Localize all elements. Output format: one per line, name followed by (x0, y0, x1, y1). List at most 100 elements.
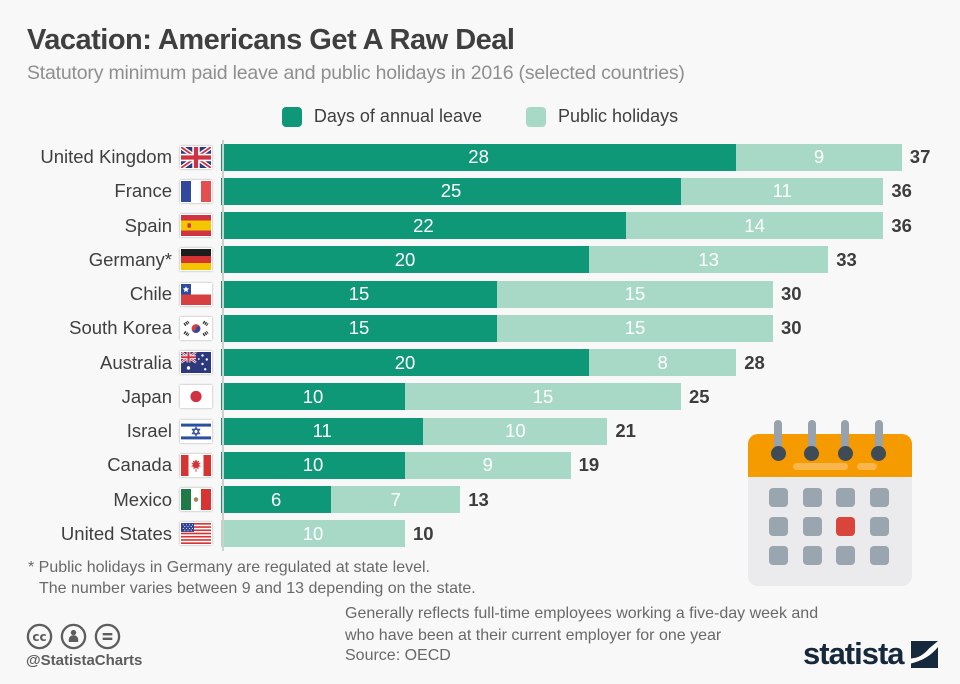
country-row: Canada 10 9 19 (0, 448, 960, 482)
annual-leave-value: 15 (348, 317, 370, 339)
flag-mx-icon (180, 488, 212, 512)
bar-track: 10 15 25 (221, 383, 960, 411)
calendar-pin (837, 420, 853, 461)
calendar-header-decoration (857, 463, 877, 470)
public-holidays-value: 7 (390, 488, 401, 510)
total-value: 25 (689, 385, 710, 407)
calendar-cell (869, 488, 889, 507)
chart-rows: United Kingdom 28 9 37 France 25 11 36 S… (0, 140, 960, 551)
annual-leave-bar: 28 (221, 143, 737, 171)
annual-leave-bar: 20 (221, 349, 589, 377)
country-label: Japan (121, 385, 172, 407)
annual-leave-value: 25 (440, 180, 462, 202)
total-value: 30 (781, 283, 802, 305)
country-row: United Kingdom 28 9 37 (0, 140, 960, 174)
public-holidays-value: 9 (813, 146, 825, 168)
country-label: Spain (124, 214, 172, 236)
public-holidays-bar: 10 (423, 417, 608, 445)
source-label: Source: OECD (345, 647, 451, 664)
public-holidays-value: 15 (624, 317, 646, 339)
public-holidays-value: 8 (657, 351, 668, 373)
flag-au-icon (180, 351, 212, 375)
total-value: 30 (781, 317, 802, 339)
calendar-cell (769, 546, 788, 565)
country-label: Germany* (88, 248, 172, 270)
public-holidays-bar: 11 (681, 177, 884, 205)
flag-kr-icon (180, 316, 212, 340)
bar-track: 28 9 37 (221, 143, 960, 171)
annual-leave-bar: 10 (221, 383, 405, 411)
country-row: Spain 22 14 36 (0, 209, 960, 243)
bar-track: 10 9 19 (221, 451, 960, 479)
flag-il-icon (180, 419, 212, 443)
annual-leave-value: 10 (302, 385, 324, 407)
calendar-illustration (748, 420, 912, 586)
axis-line (222, 140, 224, 551)
annual-leave-value: 28 (468, 146, 489, 168)
public-holidays-bar: 15 (497, 314, 773, 342)
public-holidays-bar: 14 (625, 212, 884, 240)
total-value: 19 (578, 454, 600, 476)
calendar-header-decoration (793, 463, 848, 470)
country-label: Mexico (113, 488, 172, 510)
public-holidays-bar: 15 (405, 383, 681, 411)
public-holidays-value: 14 (744, 214, 765, 236)
bar-track: 20 13 33 (221, 246, 960, 274)
public-holidays-bar: 7 (331, 486, 461, 514)
flag-ca-icon (180, 453, 212, 477)
public-holidays-value: 11 (772, 180, 792, 202)
total-value: 13 (468, 488, 489, 510)
stacked-bar-chart: United Kingdom 28 9 37 France 25 11 36 S… (0, 140, 960, 551)
public-holidays-value: 15 (624, 283, 646, 305)
bar-track: 25 11 36 (221, 177, 960, 205)
flag-de-icon (180, 248, 212, 272)
note-line1: Generally reflects full-time employees w… (345, 605, 819, 622)
calendar-cell (836, 546, 855, 565)
public-holidays-value: 9 (482, 454, 493, 476)
bar-track: 15 15 30 (221, 280, 960, 308)
public-holidays-bar: 13 (589, 246, 829, 274)
flag-cl-icon (180, 282, 212, 306)
total-value: 36 (891, 180, 912, 202)
annual-leave-bar: 15 (221, 280, 497, 308)
cc-nd-icon (94, 623, 121, 650)
footnote-line1: * Public holidays in Germany are regulat… (28, 559, 430, 576)
footnote-line2: The number varies between 9 and 13 depen… (39, 580, 476, 597)
calendar-pin (804, 420, 819, 461)
public-holidays-bar: 10 (221, 520, 405, 548)
annual-leave-bar: 10 (221, 451, 405, 479)
legend-label-annual-leave: Days of annual leave (313, 106, 483, 126)
calendar-cell (769, 488, 788, 507)
total-value: 36 (891, 214, 912, 236)
country-row: Chile 15 15 30 (0, 277, 960, 311)
bar-track: 20 8 28 (221, 349, 960, 377)
bar-track: 11 10 21 (221, 417, 960, 445)
flag-us-icon (180, 522, 212, 546)
statista-logo: statista (803, 636, 938, 672)
country-row: Mexico 6 7 13 (0, 483, 960, 517)
annual-leave-value: 15 (348, 283, 370, 305)
calendar-cell (802, 488, 822, 507)
bar-track: 15 15 30 (221, 314, 960, 342)
total-value: 33 (836, 248, 857, 270)
calendar-cell (836, 488, 855, 507)
calendar-cell (769, 517, 788, 536)
annual-leave-value: 10 (302, 454, 324, 476)
page-subtitle: Statutory minimum paid leave and public … (27, 62, 685, 84)
annual-leave-bar: 15 (221, 314, 497, 342)
public-holidays-swatch-icon (526, 106, 547, 127)
public-holidays-bar: 9 (736, 143, 902, 171)
country-label: Australia (100, 351, 172, 373)
legend-item-annual-leave: Days of annual leave (281, 106, 483, 127)
country-label: South Korea (69, 317, 172, 339)
bar-track: 6 7 13 (221, 486, 960, 514)
public-holidays-bar: 15 (497, 280, 773, 308)
methodology-note: Generally reflects full-time employees w… (345, 603, 818, 647)
footnote: * Public holidays in Germany are regulat… (28, 557, 476, 599)
cc-by-icon (60, 623, 87, 650)
legend: Days of annual leave Public holidays (0, 106, 960, 127)
public-holidays-value: 10 (302, 522, 324, 544)
public-holidays-bar: 9 (405, 451, 571, 479)
calendar-pin (871, 420, 886, 461)
